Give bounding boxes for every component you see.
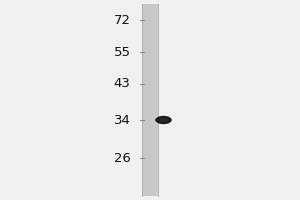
Ellipse shape bbox=[155, 116, 172, 124]
Bar bbox=[142, 4, 158, 196]
Text: 26: 26 bbox=[114, 152, 130, 164]
Text: 34: 34 bbox=[114, 114, 130, 127]
Text: 43: 43 bbox=[114, 77, 130, 90]
Ellipse shape bbox=[159, 118, 168, 122]
Text: 72: 72 bbox=[113, 14, 130, 26]
Text: 55: 55 bbox=[113, 46, 130, 58]
